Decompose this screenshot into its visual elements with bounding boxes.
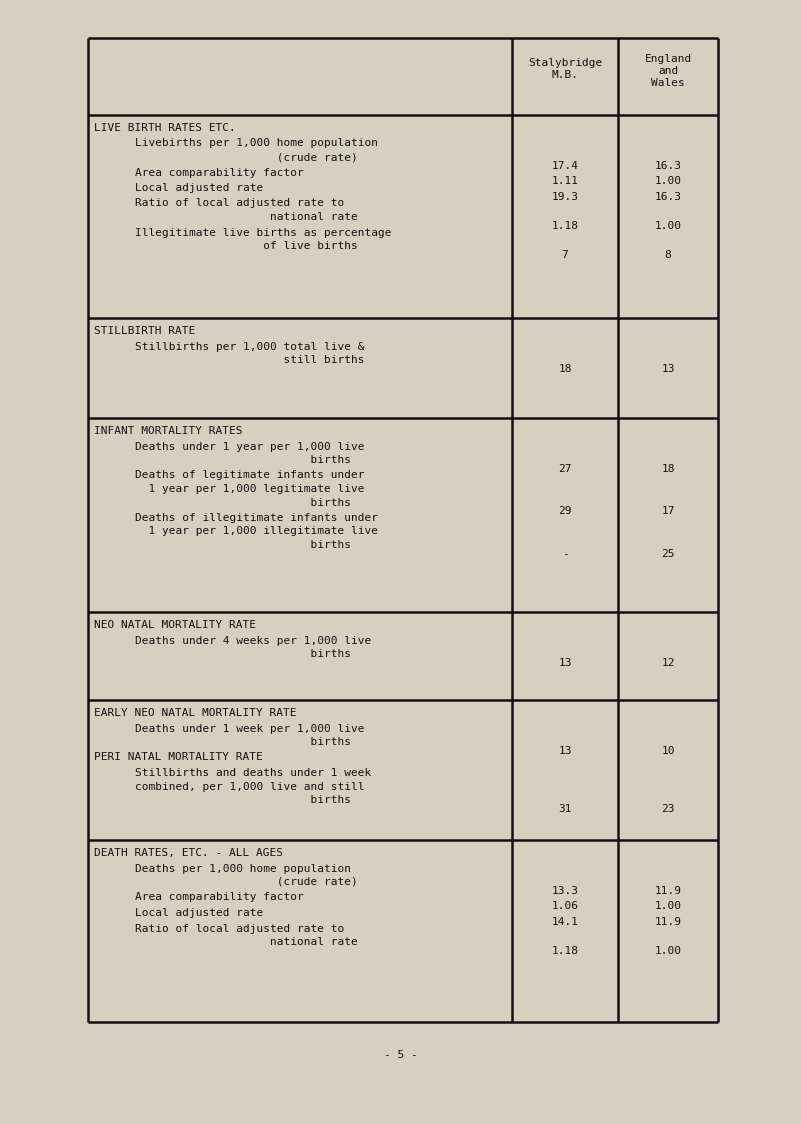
Text: of live births: of live births [108,241,358,251]
Text: Deaths under 4 weeks per 1,000 live: Deaths under 4 weeks per 1,000 live [108,635,371,645]
Text: 12: 12 [662,658,674,668]
Text: (crude rate): (crude rate) [108,877,358,887]
Text: Ratio of local adjusted rate to: Ratio of local adjusted rate to [108,199,344,208]
Text: 1.00: 1.00 [654,901,682,912]
Text: 1.18: 1.18 [552,945,578,955]
Text: 18: 18 [662,464,674,474]
Text: Deaths under 1 week per 1,000 live: Deaths under 1 week per 1,000 live [108,724,364,734]
Text: Deaths of legitimate infants under: Deaths of legitimate infants under [108,471,364,480]
Text: 14.1: 14.1 [552,917,578,927]
Text: Area comparability factor: Area comparability factor [108,167,304,178]
Text: combined, per 1,000 live and still: combined, per 1,000 live and still [108,781,364,791]
Text: 8: 8 [665,250,671,260]
Text: 10: 10 [662,746,674,755]
Text: Deaths per 1,000 home population: Deaths per 1,000 home population [108,863,351,873]
Text: Ratio of local adjusted rate to: Ratio of local adjusted rate to [108,924,344,934]
Text: 16.3: 16.3 [654,192,682,202]
Text: 13: 13 [558,746,572,755]
Text: 31: 31 [558,804,572,814]
Text: 13: 13 [558,658,572,668]
Text: 7: 7 [562,250,569,260]
Text: 17.4: 17.4 [552,161,578,171]
Text: STILLBIRTH RATE: STILLBIRTH RATE [94,326,195,336]
Text: 1.06: 1.06 [552,901,578,912]
Text: 25: 25 [662,549,674,559]
Text: 13.3: 13.3 [552,886,578,896]
Text: births: births [108,498,351,508]
Text: births: births [108,649,351,659]
Text: births: births [108,455,351,465]
Text: -: - [562,549,569,559]
Text: LIVE BIRTH RATES ETC.: LIVE BIRTH RATES ETC. [94,123,235,133]
Text: births: births [108,795,351,805]
Text: 1 year per 1,000 illegitimate live: 1 year per 1,000 illegitimate live [108,526,378,536]
Text: still births: still births [108,355,364,365]
Text: Livebirths per 1,000 home population: Livebirths per 1,000 home population [108,138,378,148]
Text: births: births [108,737,351,747]
Text: Deaths under 1 year per 1,000 live: Deaths under 1 year per 1,000 live [108,442,364,452]
Text: M.B.: M.B. [552,71,578,81]
Text: Stillbirths per 1,000 total live &: Stillbirths per 1,000 total live & [108,342,364,352]
Text: Stalybridge: Stalybridge [528,58,602,69]
Text: 19.3: 19.3 [552,192,578,202]
Text: EARLY NEO NATAL MORTALITY RATE: EARLY NEO NATAL MORTALITY RATE [94,708,296,718]
Text: 18: 18 [558,364,572,374]
Text: 1.00: 1.00 [654,945,682,955]
Text: PERI NATAL MORTALITY RATE: PERI NATAL MORTALITY RATE [94,752,263,762]
Text: - 5 -: - 5 - [384,1050,417,1060]
Text: 29: 29 [558,506,572,516]
Text: 27: 27 [558,464,572,474]
Text: Stillbirths and deaths under 1 week: Stillbirths and deaths under 1 week [108,768,371,778]
Text: 1.00: 1.00 [654,176,682,187]
Text: Local adjusted rate: Local adjusted rate [108,183,264,193]
Text: Wales: Wales [651,79,685,89]
Text: national rate: national rate [108,212,358,223]
Text: (crude rate): (crude rate) [108,152,358,162]
Text: 1.18: 1.18 [552,220,578,230]
Text: INFANT MORTALITY RATES: INFANT MORTALITY RATES [94,426,243,436]
Text: 1 year per 1,000 legitimate live: 1 year per 1,000 legitimate live [108,484,364,495]
Text: Deaths of illegitimate infants under: Deaths of illegitimate infants under [108,513,378,523]
Text: 16.3: 16.3 [654,161,682,171]
Text: 1.00: 1.00 [654,220,682,230]
Text: DEATH RATES, ETC. - ALL AGES: DEATH RATES, ETC. - ALL AGES [94,847,283,858]
Text: Illegitimate live births as percentage: Illegitimate live births as percentage [108,227,392,237]
Text: 11.9: 11.9 [654,917,682,927]
Text: 11.9: 11.9 [654,886,682,896]
Text: England: England [644,54,691,64]
Text: 13: 13 [662,364,674,374]
Text: births: births [108,540,351,550]
Text: 1.11: 1.11 [552,176,578,187]
Text: 23: 23 [662,804,674,814]
Text: and: and [658,66,678,76]
Text: national rate: national rate [108,937,358,948]
Text: Local adjusted rate: Local adjusted rate [108,908,264,918]
Text: NEO NATAL MORTALITY RATE: NEO NATAL MORTALITY RATE [94,620,256,629]
Text: Area comparability factor: Area comparability factor [108,892,304,903]
Text: 17: 17 [662,506,674,516]
